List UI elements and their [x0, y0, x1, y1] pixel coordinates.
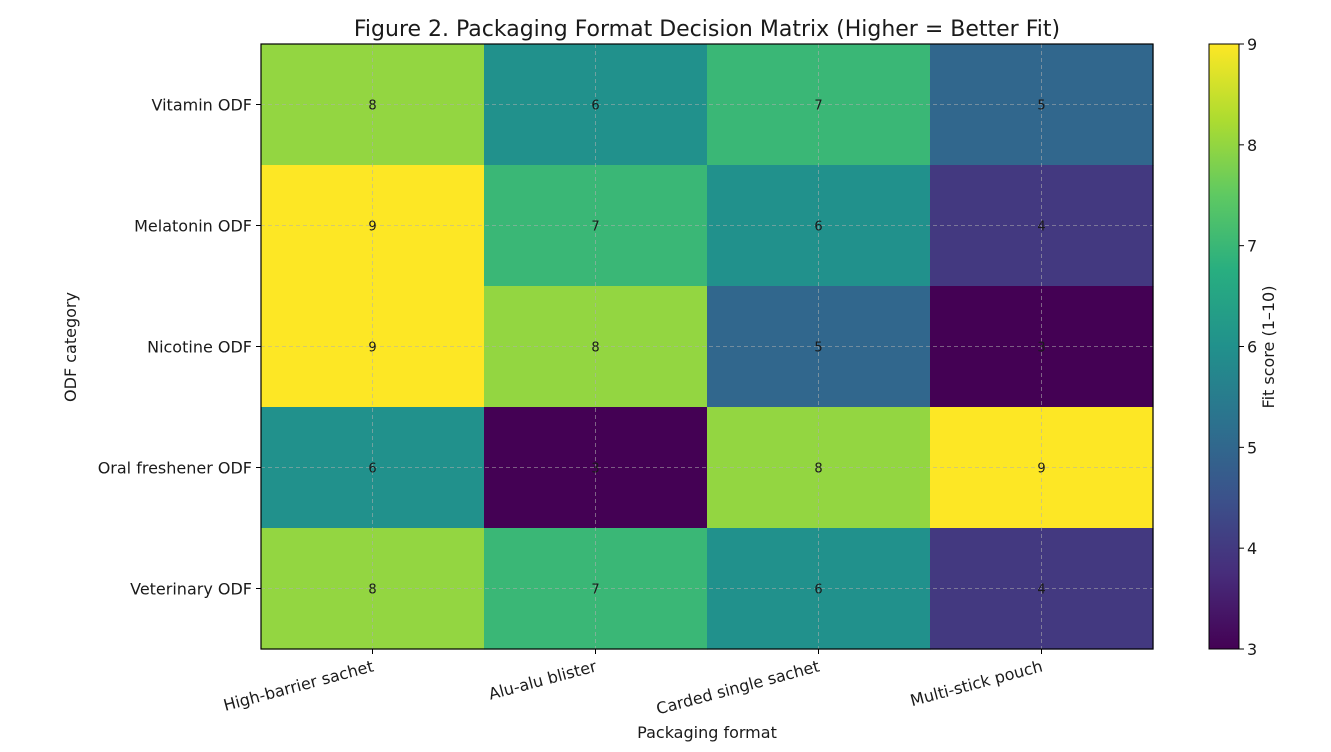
x-tick-label: Carded single sachet	[654, 657, 821, 719]
cell-value-label: 3	[591, 462, 599, 477]
y-tick-label: Nicotine ODF	[147, 338, 252, 357]
cell-value-label: 8	[368, 99, 376, 114]
cell-value-label: 8	[591, 341, 599, 356]
x-axis-label: Packaging format	[637, 723, 777, 742]
colorbar-tick-label: 5	[1247, 438, 1257, 457]
cell-value-label: 6	[591, 99, 599, 114]
y-tick-label: Veterinary ODF	[130, 580, 252, 599]
y-axis-label: ODF category	[61, 292, 80, 402]
cell-value-label: 8	[368, 583, 376, 598]
cell-value-label: 9	[368, 220, 376, 235]
colorbar-ticks: 3 4 5 6 7 8 9	[1239, 35, 1257, 659]
cell-value-label: 4	[1037, 220, 1045, 235]
y-tick-label: Melatonin ODF	[134, 217, 252, 236]
cell-value-label: 5	[1037, 99, 1045, 114]
y-axis-ticks: Vitamin ODF Melatonin ODF Nicotine ODF Oral…	[98, 96, 261, 599]
colorbar-tick-label: 3	[1247, 640, 1257, 659]
cell-value-label: 9	[368, 341, 376, 356]
x-tick-label: Alu-alu blister	[487, 656, 599, 703]
cell-value-label: 7	[591, 220, 599, 235]
cell-value-label: 4	[1037, 583, 1045, 598]
cell-value-label: 6	[368, 462, 376, 477]
colorbar-tick-label: 7	[1247, 237, 1257, 256]
colorbar-tick-label: 9	[1247, 35, 1257, 54]
colorbar-label: Fit score (1–10)	[1259, 286, 1278, 409]
cell-value-label: 3	[1037, 341, 1045, 356]
chart-title: Figure 2. Packaging Format Decision Matr…	[354, 17, 1060, 42]
cell-value-label: 6	[814, 583, 822, 598]
colorbar	[1208, 43, 1240, 650]
cell-value-label: 5	[814, 341, 822, 356]
cell-value-label: 7	[591, 583, 599, 598]
cell-value-label: 8	[814, 462, 822, 477]
x-axis-ticks: High-barrier sachet Alu-alu blister Carded…	[221, 649, 1045, 719]
x-tick-label: Multi-stick pouch	[908, 657, 1044, 711]
cell-value-label: 9	[1037, 462, 1045, 477]
cell-value-label: 7	[814, 99, 822, 114]
colorbar-tick-label: 6	[1247, 338, 1257, 357]
y-tick-label: Vitamin ODF	[152, 96, 253, 115]
gridlines	[261, 44, 1153, 649]
colorbar-tick-label: 8	[1247, 136, 1257, 155]
x-tick-label: High-barrier sachet	[221, 657, 375, 715]
colorbar-tick-label: 4	[1247, 539, 1257, 558]
cell-labels: 8 6 7 5 9 7 6 4 9 8 5 3 6 3 8 9 8 7 6 4	[368, 99, 1045, 598]
cell-value-label: 6	[814, 220, 822, 235]
y-tick-label: Oral freshener ODF	[98, 459, 252, 478]
